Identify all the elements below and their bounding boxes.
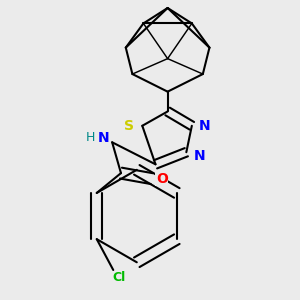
Text: N: N	[194, 148, 205, 163]
Text: H: H	[85, 131, 95, 144]
Text: Cl: Cl	[112, 271, 125, 284]
Text: N: N	[98, 131, 109, 145]
Text: S: S	[124, 119, 134, 133]
Text: O: O	[156, 172, 168, 186]
Text: N: N	[199, 119, 211, 133]
